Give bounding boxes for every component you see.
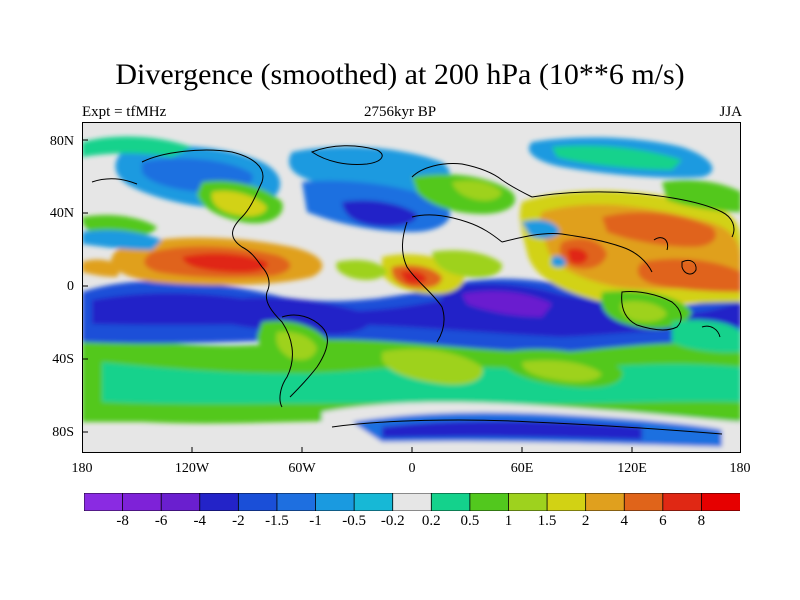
lon-label-180e: 180	[729, 461, 751, 476]
colorbar-swatch	[430, 493, 471, 511]
colorbar-label: 4	[620, 513, 628, 529]
contour-fill-layer	[82, 136, 741, 453]
colorbar-label: 8	[697, 513, 706, 529]
colorbar-swatch	[585, 493, 626, 511]
colorbar-label: -0.5	[342, 513, 366, 529]
colorbar-label: -4	[193, 513, 207, 529]
colorbar-swatch	[546, 493, 587, 511]
colorbar-label: -1.5	[265, 513, 289, 529]
colorbar-label: -2	[232, 513, 245, 529]
colorbar-label: 0.2	[421, 513, 441, 529]
divergence-map	[82, 122, 741, 453]
colorbar-label: 0.5	[460, 513, 480, 529]
coastlines	[91, 145, 735, 435]
colorbar-swatch	[353, 493, 394, 511]
lat-label-80n: 80N	[49, 134, 74, 149]
lat-label-0: 0	[67, 279, 74, 294]
map-ticks	[82, 139, 633, 453]
colorbar-swatch	[662, 493, 703, 511]
colorbar-label: -8	[116, 513, 129, 529]
colorbar-swatch	[508, 493, 548, 511]
map-title: Divergence (smoothed) at 200 hPa (10**6 …	[115, 58, 685, 91]
colorbar-swatch	[84, 493, 124, 511]
colorbar-swatch	[199, 493, 240, 511]
lon-label-120w: 120W	[174, 461, 210, 476]
lat-label-80s: 80S	[52, 425, 74, 440]
colorbar-label: 1.5	[537, 513, 557, 529]
lon-label-180w: 180	[71, 461, 93, 476]
colorbar-label: 6	[659, 513, 667, 529]
colorbar-swatch	[392, 493, 433, 511]
colorbar-label: -1	[309, 513, 322, 529]
colorbar-label: -0.2	[380, 513, 405, 529]
colorbar-swatch	[122, 493, 163, 511]
lat-label-40n: 40N	[49, 206, 74, 221]
lon-label-0: 0	[408, 461, 416, 476]
colorbar-swatch	[160, 493, 201, 511]
colorbar-swatch	[469, 493, 510, 511]
colorbar-swatch	[701, 493, 740, 511]
lon-label-60w: 60W	[288, 461, 316, 476]
colorbar-label: -6	[154, 513, 168, 529]
colorbar-label: 1	[504, 513, 513, 529]
lon-label-120e: 120E	[617, 461, 647, 476]
colorbar	[84, 493, 740, 511]
lon-label-60e: 60E	[510, 461, 534, 476]
colorbar-swatch	[315, 493, 356, 511]
lat-label-40s: 40S	[52, 352, 74, 367]
period-label: 2756kyr BP	[363, 104, 437, 120]
experiment-label: Expt = tfMHz	[82, 104, 167, 120]
colorbar-swatch	[623, 493, 664, 511]
colorbar-swatch	[237, 493, 278, 511]
colorbar-swatch	[276, 493, 317, 511]
colorbar-label: 2	[581, 513, 590, 529]
season-label: JJA	[719, 104, 742, 120]
